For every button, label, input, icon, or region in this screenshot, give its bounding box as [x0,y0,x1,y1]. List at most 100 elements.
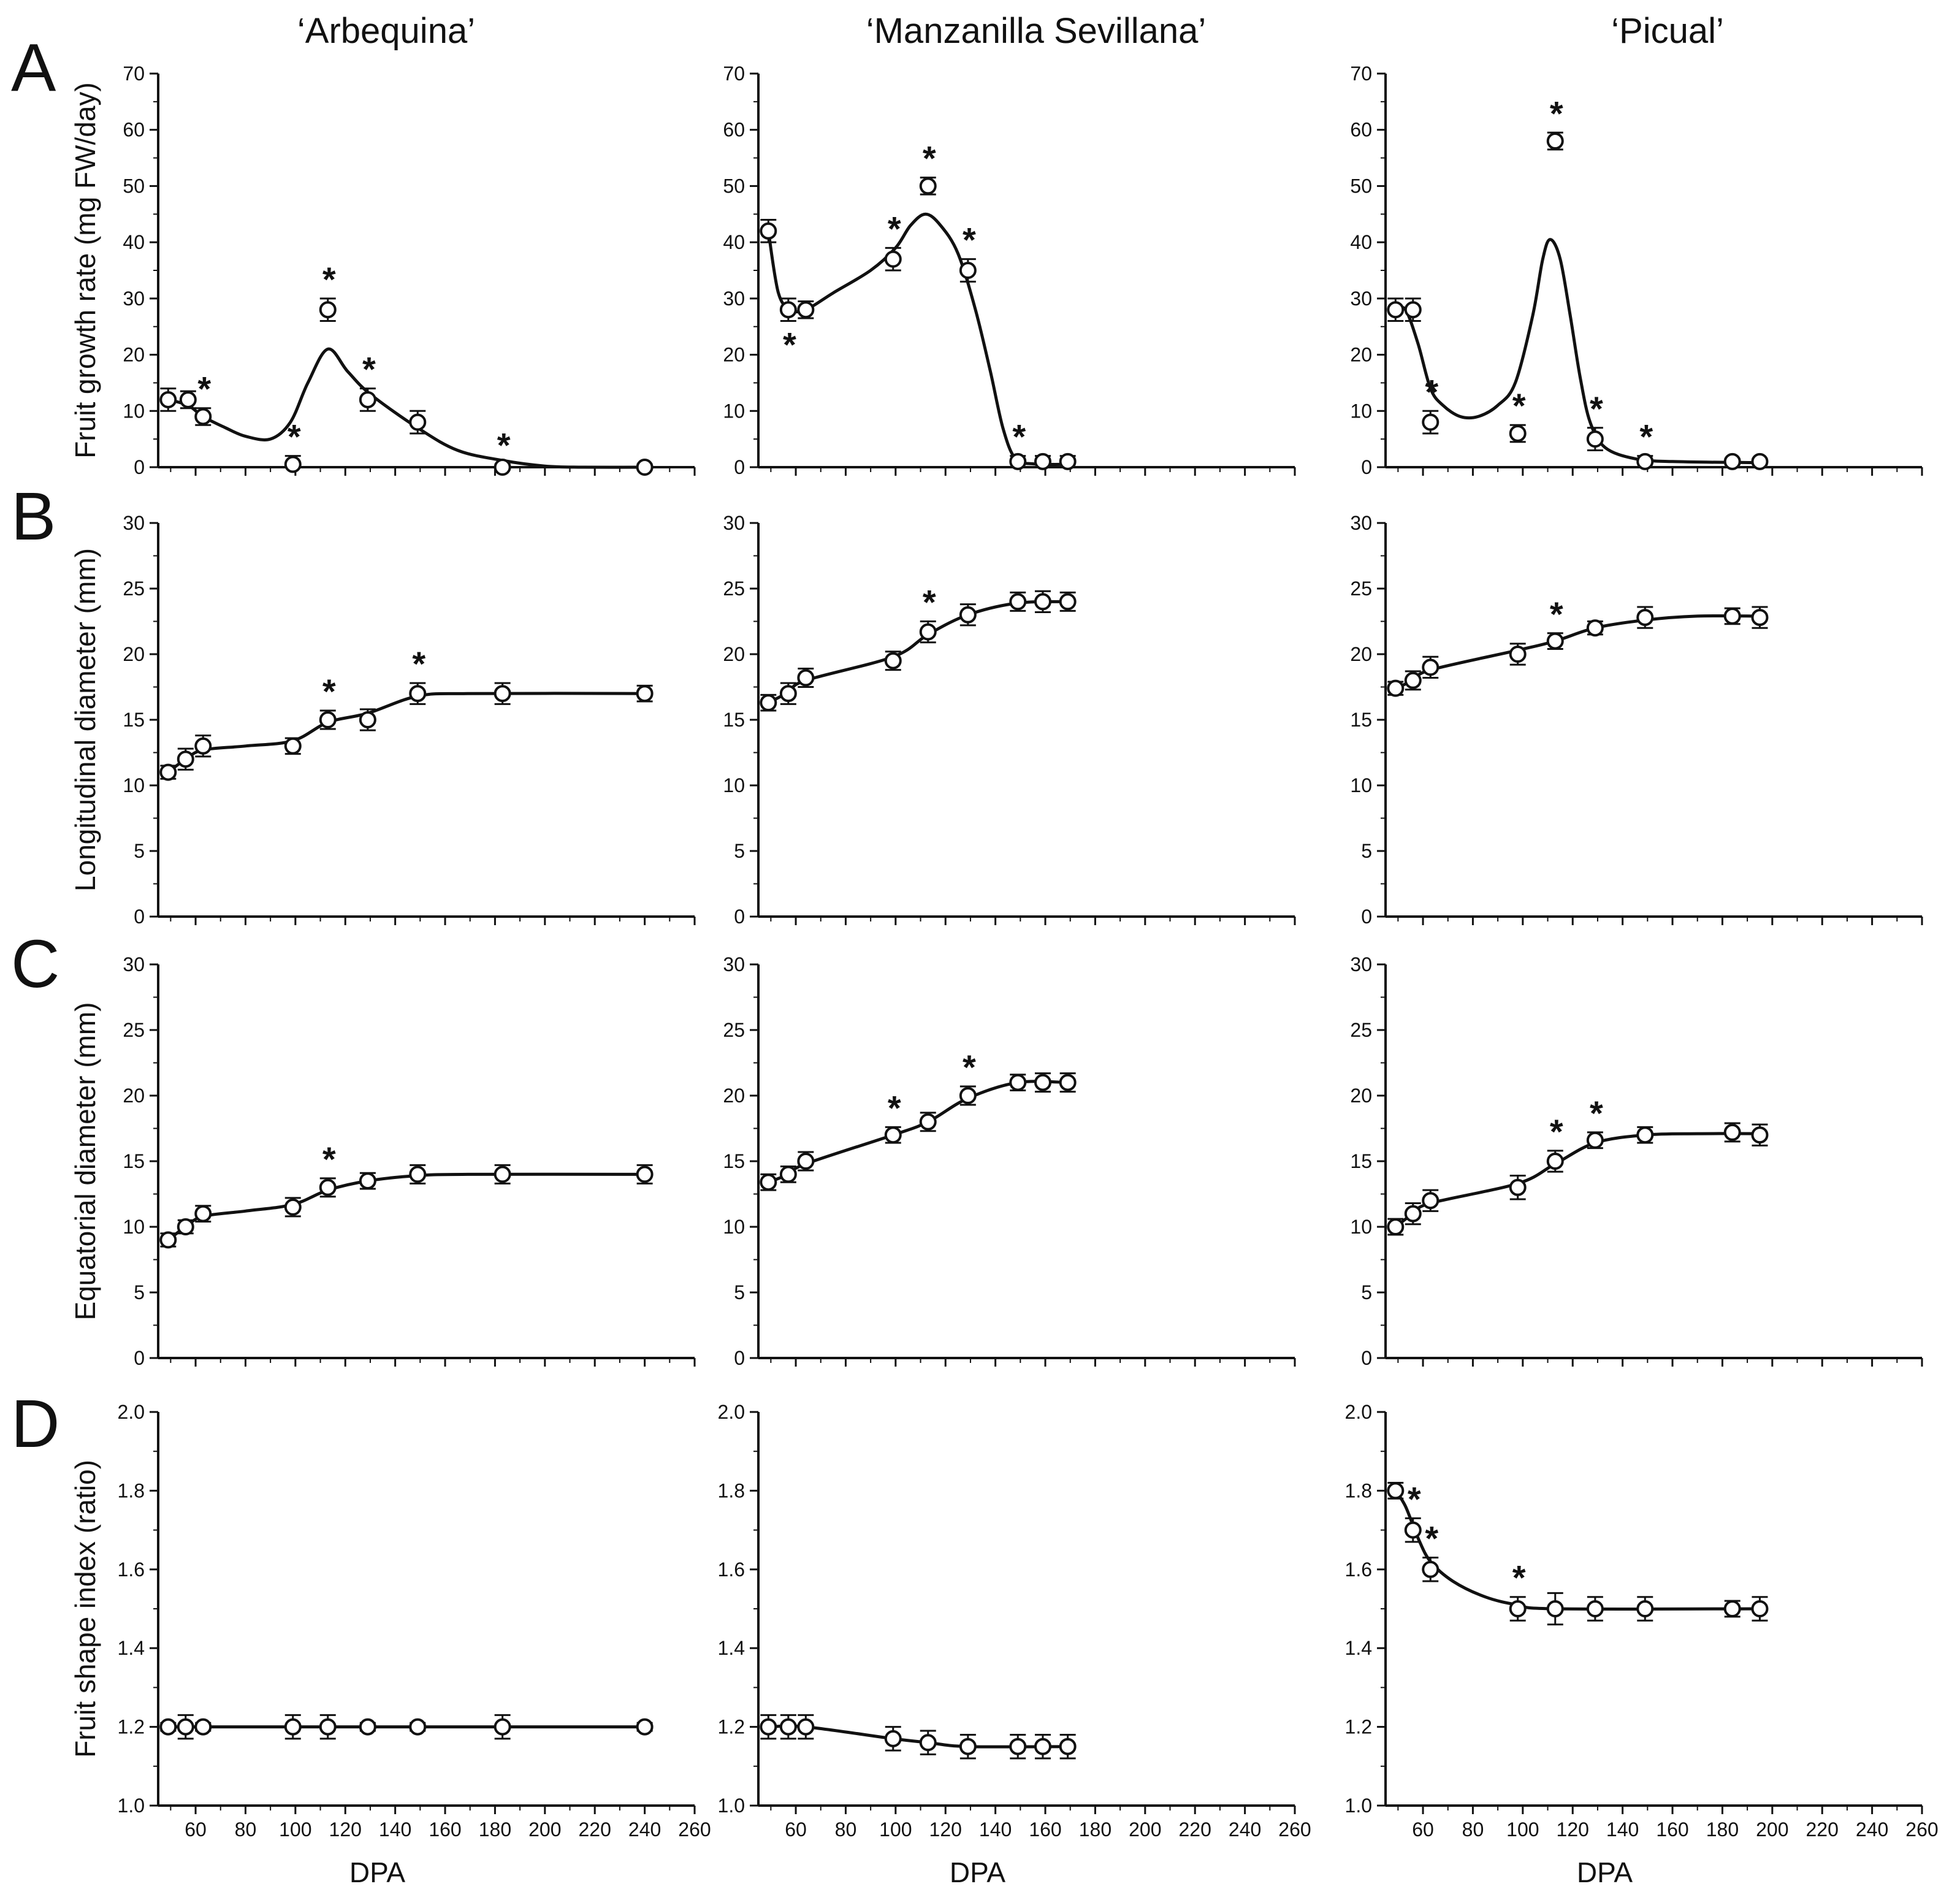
data-point [636,685,654,703]
y-tick-label: 60 [1350,119,1372,141]
y-tick-label: 5 [734,1281,745,1303]
data-point [409,685,427,703]
y-tick-label: 0 [134,906,145,928]
y-tick-label: 25 [1350,578,1372,600]
row-letter-b: B [11,479,56,554]
data-point [284,456,302,473]
significance-star: * [888,209,901,248]
series-curve [167,692,645,774]
data-point [779,685,797,703]
significance-star: * [1590,389,1603,428]
data-point [1059,593,1077,611]
data-point [1751,1126,1769,1144]
series-curve [167,347,645,469]
y-tick-label: 1.4 [118,1637,145,1659]
y-tick-label: 10 [123,774,145,796]
y-tick-label: 15 [1350,1150,1372,1172]
data-point [797,1718,815,1736]
data-point [1034,1738,1051,1755]
data-point [359,391,376,408]
y-tick-label: 5 [734,840,745,862]
significance-star: * [1425,1519,1438,1558]
x-tick-label: 180 [479,1818,511,1841]
panel-B-arb: 0 5 10 15 20 25 30 Longitudinal diameter (mm) * * [69,512,696,928]
significance-star: * [1512,386,1526,425]
significance-star: * [362,350,376,389]
data-point [409,1166,427,1183]
y-tick-label: 10 [123,400,145,422]
y-tick-label: 5 [134,840,145,862]
significance-star: * [322,260,336,299]
data-point [1723,1123,1741,1141]
x-tick-label: 200 [1756,1818,1788,1841]
data-point [1751,1600,1769,1617]
y-tick-label: 10 [1350,400,1372,422]
y-axis-label: Fruit shape index (ratio) [69,1460,101,1758]
data-point [959,1738,977,1755]
data-point [1546,132,1564,150]
panel-A-pic: 0 10 20 30 40 50 60 70 * * * * * [1350,63,1923,478]
y-tick-label: 5 [1361,1281,1372,1303]
data-point [1636,1600,1654,1617]
significance-star: * [412,644,425,683]
panel-A-man: 0 10 20 30 40 50 60 70 * * * * * [723,63,1296,478]
significance-star: * [888,1088,901,1127]
data-point [159,1231,177,1249]
data-point [319,301,337,319]
x-tick-label: 80 [1462,1818,1484,1841]
data-point [194,737,212,755]
significance-star: * [1550,94,1563,132]
x-tick-label: 240 [1229,1818,1261,1841]
y-tick-label: 10 [1350,774,1372,796]
y-tick-label: 40 [1350,231,1372,253]
data-point [636,459,654,476]
y-tick-label: 70 [723,63,745,85]
series-curve [1394,1132,1760,1228]
panel-C-pic: 0 5 10 15 20 25 30 * * [1350,953,1923,1369]
data-point [1509,1600,1527,1617]
y-tick-label: 1.8 [718,1479,745,1501]
significance-star: * [1012,418,1026,456]
data-point [636,1166,654,1183]
x-tick-label: 220 [1806,1818,1839,1841]
data-point [959,1087,977,1104]
significance-star: * [1425,372,1438,411]
series-curve [768,1080,1068,1184]
data-point [1723,1600,1741,1617]
data-point [1404,1205,1422,1223]
significance-star: * [923,139,936,178]
y-tick-label: 1.2 [118,1716,145,1738]
y-tick-label: 10 [723,774,745,796]
data-point [760,222,777,240]
data-point [284,737,302,755]
panel-C-arb: 0 5 10 15 20 25 30 Equatorial diameter (mm) * [69,953,696,1369]
data-point [359,711,376,728]
data-point [284,1198,302,1216]
x-tick-label: 240 [1856,1818,1888,1841]
significance-star: * [1512,1559,1526,1597]
x-tick-label: 80 [235,1818,257,1841]
data-point [919,623,937,641]
significance-star: * [497,425,511,464]
y-axis-label: Fruit growth rate (mg FW/day) [69,82,101,458]
data-point [959,262,977,279]
data-point [194,1718,212,1736]
data-point [194,1205,212,1223]
data-point [1009,593,1027,611]
y-tick-label: 30 [723,288,745,310]
y-tick-label: 20 [723,643,745,665]
panel-C-man: 0 5 10 15 20 25 30 * * [723,953,1296,1369]
significance-star: * [1550,1112,1563,1151]
data-point [1009,1738,1027,1755]
y-tick-label: 30 [723,512,745,534]
y-tick-label: 20 [123,643,145,665]
y-tick-label: 15 [723,1150,745,1172]
data-point [1751,452,1769,470]
y-tick-label: 40 [123,231,145,253]
x-tick-label: 140 [1606,1818,1639,1841]
data-point [159,763,177,781]
significance-star: * [1550,595,1563,633]
y-tick-label: 15 [1350,709,1372,731]
y-tick-label: 20 [123,1085,145,1107]
